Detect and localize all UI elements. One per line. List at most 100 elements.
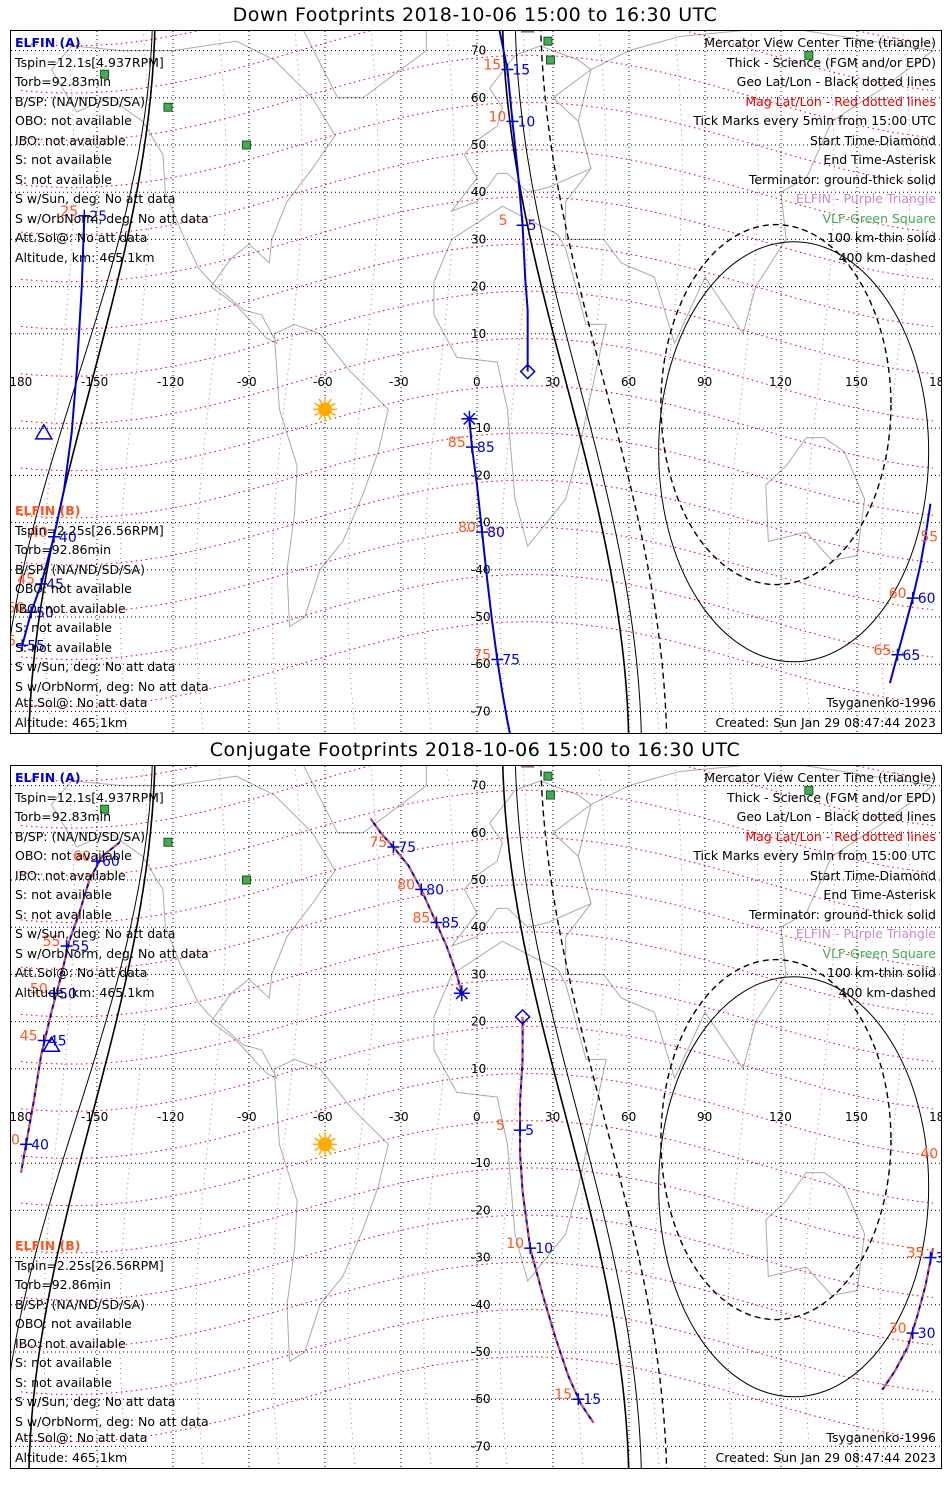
lat-tick-label: 30 [471,967,486,981]
continent-outline [273,323,389,628]
legend-item: Mag Lat/Lon - Red dotted lines [745,828,936,844]
map-plot-down: -180 -150 -120 -90 -60 -30 0 30 60 90 120 150 180 70 6… [11,31,941,733]
vlf-station-square [543,771,553,781]
subsolar-sun-icon [318,402,332,417]
elfin-b-line: S: not available [15,1355,112,1370]
lat-tick-label: 10 [471,327,486,341]
vlf-station-square [241,875,251,885]
elfin-a-line: S: not available [15,171,112,187]
sun-ray [330,1137,336,1142]
elfin-a-line: B/SP: (NA/ND/SD/SA) [15,93,145,109]
mag-lon-line [575,766,607,1468]
lon-tick-label: 150 [845,1110,868,1124]
legend-down: Mercator View Center Time (triangle) Thi… [693,33,936,267]
mag-lat-line [20,526,934,613]
elfin-b-altitude: Altitude: 465.1km [15,1450,128,1465]
legend-item: Mercator View Center Time (triangle) [704,35,936,50]
sun-ray [318,1150,323,1156]
legend-item: 400 km-dashed [838,249,936,265]
elfin-b-attsol: Att.Sol@: No att data [15,695,148,710]
continent-outline [273,1058,389,1363]
lon-tick-label: 30 [545,1110,560,1124]
map-plot-conjugate: -180 -150 -120 -90 -60 -30 0 30 60 90 120 150 180 70 6… [11,766,942,1468]
mag-lon-line [651,31,683,733]
legend-item: Geo Lat/Lon - Black dotted lines [736,809,936,824]
lat-tick-label: -20 [471,468,491,482]
elfin-a-tick-label: 60 [918,591,936,607]
elfin-b-tick-label: 45 [20,1028,38,1044]
elfin-a-tick-label: 45 [46,577,64,593]
mag-lon-line [423,766,455,1468]
sun-ray [330,1147,336,1151]
elfin-a-tick-label: 5 [528,218,537,234]
sun-ray [318,1133,323,1139]
elfin-b-line: OBO: not available [15,581,132,596]
lat-tick-label: -30 [471,1251,491,1265]
created-label: Created: Sun Jan 29 08:47:44 2023 [715,1450,936,1465]
elfin-a-line: OBO: not available [15,848,132,863]
terminator-ground [501,766,630,1468]
elfin-b-tick-label: 35 [906,1246,924,1262]
elfin-b-altitude: Altitude: 465.1km [15,715,128,730]
elfin-a-tick-label: 35 [935,1251,942,1267]
lon-tick-label: 120 [769,1110,792,1124]
mag-lat-line [20,243,934,330]
lat-tick-label: -70 [471,704,491,718]
mag-lon-line [651,766,683,1468]
elfin-a-tick-label: 55 [72,939,90,955]
elfin-a-line: Torb=92.83min [15,809,112,824]
elfin-b-tick-label: 55 [43,934,61,950]
legend-item: 100 km-thin solid [827,965,936,980]
mag-lon-line [271,766,303,1468]
elfin-a-tick-label: 80 [487,525,505,541]
elfin-b-line: S: not available [15,620,112,635]
legend-conjugate: Mercator View Center Time (triangle) Thi… [693,768,936,1002]
mag-lat-line [20,102,934,188]
lon-tick-label: -150 [81,375,108,389]
legend-item: Start Time-Diamond [809,867,936,883]
terminator-100km-oval [658,241,930,663]
elfin-b-tick-label: 50 [11,600,25,616]
elfin-b-info: ELFIN (B) Tspin=2.25s[26.56RPM] Torb=92.… [15,501,209,696]
elfin-b-tick-label: 60 [73,849,91,865]
legend-item: Tick Marks every 5min from 15:00 UTC [693,113,936,128]
elfin-a-tick-label: 85 [441,915,459,931]
elfin-a-name: ELFIN (A) [15,35,81,50]
mag-lat-line [20,1214,934,1301]
end-asterisk [455,987,468,1000]
lat-tick-label: -60 [471,1392,491,1406]
elfin-a-line: S: not available [15,152,112,167]
terminator-100km [11,766,153,1371]
lon-tick-label: 120 [769,375,792,389]
lat-tick-label: -70 [471,1439,491,1453]
lat-tick-label: -10 [471,421,491,435]
terminator-400km [540,31,668,733]
elfin-b-tick-label: 25 [60,204,78,220]
legend-item: VLF-Green Square [822,945,936,961]
sun-ray [314,1147,320,1151]
sun-ray [314,412,320,416]
terminator-ground [28,766,156,1468]
vlf-station-square [804,785,814,795]
legend-item: ELFIN - Purple Triangle [795,191,936,206]
elfin-a-line: S: not available [15,887,112,902]
vlf-station-square [163,102,173,112]
lon-tick-label: 60 [621,375,636,389]
elfin-a-line: IBO: not available [15,867,126,883]
vlf-station-square [545,790,555,800]
mag-lon-line [271,31,303,733]
sun-ray [314,1137,320,1142]
elfin-b-tick-label: 65 [874,643,892,659]
lon-tick-label: 60 [621,1110,636,1124]
vlf-station-square [545,55,555,65]
lon-tick-label: -120 [157,375,184,389]
lon-tick-label: -180 [11,375,32,389]
lon-tick-label: -30 [389,375,409,389]
lat-tick-label: 40 [471,920,486,934]
lon-tick-label: 150 [845,375,868,389]
elfin-b-line: Tspin=2.25s[26.56RPM] [15,522,164,538]
elfin-a-track [519,1016,595,1424]
elfin-b-line: IBO: not available [15,1335,126,1351]
lat-tick-label: 70 [471,44,486,58]
sun-ray [330,412,336,416]
